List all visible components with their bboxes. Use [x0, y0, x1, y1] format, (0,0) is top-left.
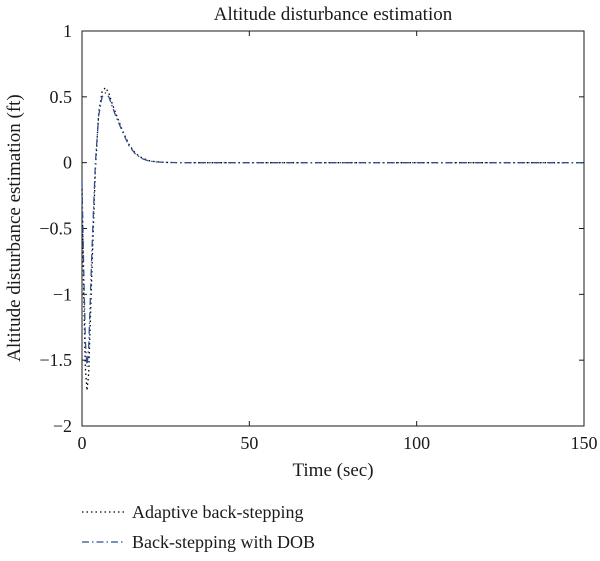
chart-title: Altitude disturbance estimation: [214, 4, 453, 25]
plot-frame: [81, 30, 585, 427]
x-tick-label: 100: [403, 433, 430, 453]
y-tick-label: 0: [63, 153, 72, 173]
legend-entry: Adaptive back-stepping: [132, 502, 303, 522]
x-tick-label: 0: [78, 433, 87, 453]
series-line-2: [81, 91, 584, 367]
y-tick-label: 1: [63, 21, 72, 41]
plot-area: 0 50 100 150 1 0.5 0 −0.5 −1 −1.5 −2: [39, 21, 597, 453]
y-tick-label: −1: [53, 284, 72, 304]
y-tick-label: −1.5: [39, 350, 72, 370]
legend: Adaptive back-stepping Back-stepping with…: [82, 502, 315, 552]
y-axis-label: Altitude disturbance estimation (ft): [4, 94, 25, 362]
legend-entry: Back-stepping with DOB: [132, 532, 315, 552]
series-line-1: [81, 86, 584, 391]
x-tick-label: 150: [571, 433, 598, 453]
x-tick-label: 50: [240, 433, 258, 453]
y-tick-label: −2: [53, 416, 72, 436]
y-tick-label: −0.5: [39, 219, 72, 239]
y-tick-label: 0.5: [50, 87, 73, 107]
x-axis-label: Time (sec): [292, 460, 373, 481]
